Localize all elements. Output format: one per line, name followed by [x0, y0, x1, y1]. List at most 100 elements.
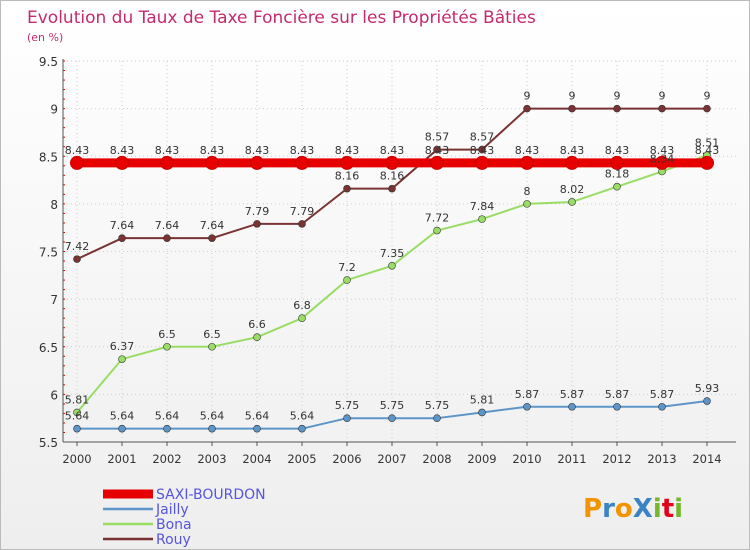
data-point [388, 261, 396, 270]
data-label: 8.43 [605, 144, 630, 157]
data-point [388, 414, 396, 422]
data-label: 8 [524, 185, 531, 198]
data-label: 8.16 [335, 170, 360, 183]
y-tick-label: 5.5 [39, 436, 58, 450]
data-label: 7.2 [338, 261, 356, 274]
data-label: 7.79 [290, 205, 315, 218]
data-label: 5.93 [695, 382, 720, 395]
data-label: 7.84 [470, 200, 495, 213]
data-point [253, 333, 261, 342]
y-tick-label: 8.5 [39, 150, 58, 164]
data-label: 8.43 [65, 144, 90, 157]
data-label: 5.75 [380, 399, 405, 412]
data-label: 8.57 [470, 131, 495, 144]
data-point [610, 155, 624, 170]
y-tick-label: 8 [50, 198, 58, 212]
data-label: 6.5 [158, 328, 176, 341]
data-point [658, 402, 666, 411]
x-tick-label: 2006 [332, 452, 361, 466]
x-tick-label: 2008 [422, 452, 451, 466]
data-point [613, 104, 621, 113]
data-point [343, 276, 351, 284]
data-label: 8.16 [380, 170, 405, 183]
data-point [208, 234, 216, 242]
data-label: 8.51 [695, 136, 720, 149]
data-label: 8.43 [515, 144, 540, 157]
data-label: 5.87 [560, 388, 585, 401]
data-point [433, 226, 441, 235]
data-label: 7.79 [245, 205, 270, 218]
data-point [613, 182, 621, 191]
data-label: 5.64 [155, 410, 180, 423]
proxiti-logo: ProXiti [583, 494, 683, 524]
x-tick-label: 2011 [557, 452, 586, 466]
data-label: 7.35 [380, 247, 405, 260]
data-point [568, 198, 576, 206]
x-tick-label: 2010 [512, 452, 541, 466]
data-label: 5.81 [65, 393, 90, 406]
data-point [298, 424, 306, 433]
data-point [118, 234, 126, 242]
data-label: 9 [524, 90, 531, 103]
data-label: 5.87 [605, 388, 630, 401]
data-label: 5.64 [110, 410, 135, 423]
data-point [208, 424, 216, 433]
y-tick-label: 6.5 [39, 341, 58, 355]
data-point [523, 104, 531, 113]
y-tick-label: 7.5 [39, 246, 58, 260]
data-label: 5.81 [470, 393, 495, 406]
x-tick-label: 2002 [152, 452, 181, 466]
legend-label: Rouy [156, 532, 191, 548]
x-tick-label: 2005 [287, 452, 316, 466]
x-tick-label: 2001 [107, 452, 136, 466]
data-label: 5.64 [200, 410, 225, 423]
data-label: 8.43 [695, 144, 720, 157]
x-tick-label: 2004 [242, 452, 271, 466]
data-label: 9 [704, 90, 711, 103]
data-point [478, 215, 486, 223]
data-point [343, 184, 351, 193]
data-point [295, 155, 309, 170]
x-tick-label: 2009 [467, 452, 496, 466]
data-point [568, 104, 576, 113]
data-point [250, 155, 264, 170]
series-line-rouy [76, 107, 707, 261]
x-tick-label: 2000 [62, 452, 91, 466]
data-label: 7.42 [65, 240, 90, 253]
data-point [118, 424, 126, 433]
y-tick-label: 6 [50, 388, 58, 402]
data-point [73, 424, 81, 433]
data-point [340, 155, 354, 170]
data-point [703, 397, 711, 405]
data-point [160, 155, 174, 170]
data-label: 5.87 [650, 388, 675, 401]
data-label: 8.43 [470, 144, 495, 157]
legend-label: SAXI-BOURDON [156, 487, 266, 503]
data-point [430, 155, 444, 170]
data-label: 5.64 [290, 410, 315, 423]
data-label: 9 [659, 90, 666, 103]
data-point [163, 234, 171, 242]
data-point [613, 402, 621, 411]
data-label: 8.43 [560, 144, 585, 157]
data-point [208, 342, 216, 351]
data-point [478, 408, 486, 417]
data-label: 6.37 [110, 340, 135, 353]
data-point [523, 200, 531, 208]
data-label: 7.64 [155, 219, 180, 232]
data-label: 7.64 [200, 219, 225, 232]
data-label: 8.43 [650, 144, 675, 157]
x-tick-label: 2003 [197, 452, 226, 466]
data-point [298, 220, 306, 228]
data-point [73, 255, 81, 263]
data-label: 6.5 [203, 328, 221, 341]
data-point [253, 424, 261, 433]
data-label: 5.64 [65, 410, 90, 423]
data-label: 8.18 [605, 168, 630, 181]
data-point [568, 402, 576, 411]
data-point [343, 414, 351, 422]
data-label: 6.8 [293, 299, 311, 312]
data-label: 8.43 [245, 144, 270, 157]
y-tick-label: 9.5 [39, 55, 58, 69]
